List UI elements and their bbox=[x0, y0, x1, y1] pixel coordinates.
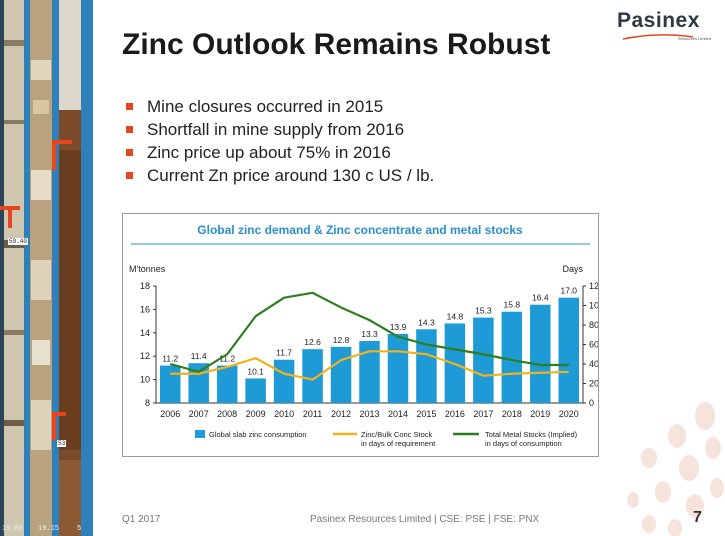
right-tick-label: 100 bbox=[589, 301, 598, 311]
x-tick-label: 2010 bbox=[274, 409, 294, 419]
x-tick-label: 2017 bbox=[473, 409, 493, 419]
right-axis-label: Days bbox=[562, 264, 583, 274]
core-depth-tag: 59.40 bbox=[8, 238, 29, 245]
x-tick-label: 2007 bbox=[189, 409, 209, 419]
right-tick-label: 60 bbox=[589, 340, 598, 350]
bar-value-label: 13.3 bbox=[361, 329, 378, 339]
core-sample-drawing bbox=[0, 0, 93, 536]
page-number: 7 bbox=[693, 509, 702, 526]
bar-consumption bbox=[359, 340, 380, 403]
core-depth-tag: 53 bbox=[57, 440, 67, 447]
bar-consumption bbox=[558, 297, 580, 403]
footer-company: Pasinex Resources Limited | CSE: PSE | F… bbox=[310, 514, 540, 525]
x-tick-label: 2008 bbox=[217, 409, 237, 419]
right-tick-label: 120 bbox=[589, 281, 598, 291]
bar-value-label: 12.8 bbox=[333, 335, 350, 345]
legend-label: Zinc/Bulk Conc Stock bbox=[361, 430, 433, 439]
bar-value-label: 11.4 bbox=[191, 351, 207, 361]
x-tick-label: 2020 bbox=[559, 409, 579, 419]
bullet-square-icon bbox=[126, 103, 133, 110]
bar-value-label: 16.4 bbox=[532, 293, 549, 303]
chart-title: Global zinc demand & Zinc concentrate an… bbox=[197, 223, 523, 237]
legend-label: in days of consumption bbox=[485, 439, 562, 448]
bar-value-label: 14.8 bbox=[447, 311, 464, 321]
right-tick-label: 40 bbox=[589, 359, 598, 369]
decorative-dot-pattern bbox=[627, 402, 724, 536]
bullet-text: Mine closures occurred in 2015 bbox=[147, 96, 384, 116]
legend-swatch-bar bbox=[195, 430, 205, 438]
right-tick-label: 20 bbox=[589, 379, 598, 389]
x-tick-label: 2013 bbox=[359, 409, 379, 419]
left-tick-label: 18 bbox=[140, 281, 150, 291]
legend-label: in days of requirement bbox=[361, 439, 436, 448]
logo-subtitle: Resources Limited bbox=[677, 36, 711, 41]
bar-value-label: 10.1 bbox=[247, 366, 264, 376]
legend-label: Total Metal Stocks (Implied) bbox=[485, 430, 578, 439]
core-sample-photo: 59.40 53 15.80 19.15 5 bbox=[0, 0, 93, 536]
right-tick-label: 80 bbox=[589, 320, 598, 330]
x-tick-label: 2016 bbox=[445, 409, 465, 419]
bar-consumption bbox=[330, 346, 352, 403]
x-tick-label: 2011 bbox=[303, 409, 322, 419]
bullet-text: Shortfall in mine supply from 2016 bbox=[147, 119, 405, 139]
zinc-chart: Global zinc demand & Zinc concentrate an… bbox=[122, 213, 599, 457]
left-axis-label: M'tonnes bbox=[129, 264, 166, 274]
chart-canvas: Global zinc demand & Zinc concentrate an… bbox=[129, 223, 598, 448]
pasinex-logo: Pasinex Resources Limited bbox=[617, 9, 717, 43]
bar-consumption bbox=[273, 359, 295, 403]
x-tick-label: 2009 bbox=[246, 409, 266, 419]
x-tick-label: 2006 bbox=[160, 409, 180, 419]
core-box-label: 5 bbox=[77, 525, 82, 533]
bar-value-label: 15.3 bbox=[475, 306, 492, 316]
logo-swoosh-icon bbox=[623, 34, 693, 40]
x-tick-label: 2015 bbox=[416, 409, 436, 419]
left-tick-label: 12 bbox=[140, 351, 150, 361]
bar-value-label: 11.7 bbox=[276, 348, 292, 358]
bullet-text: Zinc price up about 75% in 2016 bbox=[147, 142, 391, 162]
right-tick-label: 0 bbox=[589, 398, 594, 408]
bar-value-label: 13.9 bbox=[390, 322, 407, 332]
x-tick-label: 2012 bbox=[331, 409, 351, 419]
left-tick-label: 8 bbox=[145, 398, 150, 408]
bar-consumption bbox=[530, 304, 551, 403]
footer-date: Q1 2017 bbox=[122, 514, 161, 525]
bullet-text: Current Zn price around 130 c US / lb. bbox=[147, 165, 435, 185]
left-tick-label: 10 bbox=[140, 375, 150, 385]
bar-value-label: 14.3 bbox=[418, 317, 435, 327]
slide-title: Zinc Outlook Remains Robust bbox=[122, 28, 551, 61]
bar-value-label: 17.0 bbox=[560, 286, 577, 296]
bullet-square-icon bbox=[126, 149, 133, 156]
bullet-item: Mine closures occurred in 2015 bbox=[126, 95, 434, 118]
x-tick-label: 2019 bbox=[530, 409, 550, 419]
x-tick-label: 2014 bbox=[388, 409, 408, 419]
bullet-item: Zinc price up about 75% in 2016 bbox=[126, 141, 434, 164]
core-box-label: 19.15 bbox=[38, 525, 60, 533]
bullet-list: Mine closures occurred in 2015 Shortfall… bbox=[126, 95, 434, 187]
bullet-square-icon bbox=[126, 126, 133, 133]
bar-value-label: 15.8 bbox=[504, 300, 521, 310]
bar-consumption bbox=[387, 333, 409, 403]
bar-consumption bbox=[501, 311, 523, 403]
bar-value-label: 11.2 bbox=[162, 354, 178, 364]
core-box-label: 15.80 bbox=[2, 525, 24, 533]
bar-consumption bbox=[216, 365, 238, 403]
bar-value-label: 11.2 bbox=[219, 354, 235, 364]
bullet-item: Shortfall in mine supply from 2016 bbox=[126, 118, 434, 141]
bullet-item: Current Zn price around 130 c US / lb. bbox=[126, 164, 434, 187]
left-tick-label: 14 bbox=[140, 328, 150, 338]
line-metal-stock-days bbox=[169, 291, 569, 373]
bar-consumption bbox=[473, 317, 494, 403]
x-tick-label: 2018 bbox=[502, 409, 522, 419]
bar-consumption bbox=[245, 378, 266, 403]
line-conc-stock-days bbox=[170, 350, 569, 381]
left-tick-label: 16 bbox=[140, 304, 150, 314]
logo-wordmark: Pasinex bbox=[617, 9, 700, 32]
bar-consumption bbox=[416, 329, 437, 403]
legend-label: Global slab zinc consumption bbox=[209, 430, 307, 439]
bar-value-label: 12.6 bbox=[304, 337, 321, 347]
bar-consumption bbox=[159, 365, 181, 403]
bullet-square-icon bbox=[126, 172, 133, 179]
bar-consumption bbox=[302, 349, 323, 403]
